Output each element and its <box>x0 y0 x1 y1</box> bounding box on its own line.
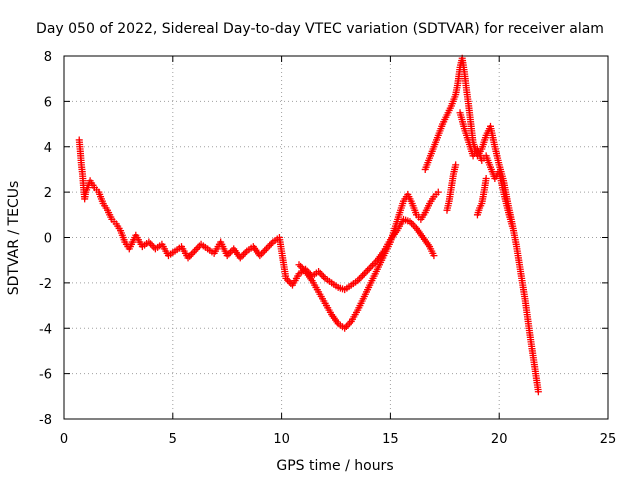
data-point <box>434 188 442 196</box>
data-point <box>452 161 460 169</box>
data-point <box>266 241 274 249</box>
series-track-6 <box>473 175 490 219</box>
y-tick-label: -4 <box>39 322 52 337</box>
x-tick-label: 20 <box>491 432 508 447</box>
y-tick-label: 6 <box>44 95 52 110</box>
data-point <box>360 270 368 278</box>
y-tick-label: 0 <box>44 232 52 247</box>
y-axis-label: SDTVAR / TECUs <box>6 181 22 296</box>
data-point <box>355 275 363 283</box>
data-point <box>508 222 516 230</box>
y-tick-label: 4 <box>44 141 52 156</box>
data-point <box>192 245 200 253</box>
data-point <box>189 249 197 257</box>
data-point <box>146 240 154 248</box>
data-point <box>362 268 370 276</box>
x-tick-label: 25 <box>600 432 617 447</box>
data-point <box>187 251 195 259</box>
x-tick-label: 0 <box>60 432 68 447</box>
series-track-5 <box>443 161 460 214</box>
x-tick-label: 10 <box>273 432 290 447</box>
data-point <box>261 247 269 255</box>
data-point <box>259 248 267 256</box>
data-point <box>267 240 275 248</box>
data-point <box>359 272 367 280</box>
data-point <box>368 261 376 269</box>
data-point <box>285 278 293 286</box>
series-track-2 <box>295 188 442 332</box>
data-point <box>367 263 375 271</box>
grid <box>64 56 608 419</box>
chart-title: Day 050 of 2022, Sidereal Day-to-day VTE… <box>36 21 604 37</box>
data-point <box>409 221 417 229</box>
y-tick-label: -2 <box>39 277 52 292</box>
data-point <box>262 245 270 253</box>
data-point <box>430 252 438 260</box>
data-point <box>482 175 490 183</box>
data-point <box>191 247 199 255</box>
data-point <box>264 243 272 251</box>
x-tick-label: 15 <box>382 432 399 447</box>
data-point <box>295 261 303 269</box>
data-point <box>342 323 350 331</box>
y-tick-label: -8 <box>39 413 52 428</box>
data-point <box>316 269 324 277</box>
series-track-4 <box>456 109 516 230</box>
series-track-1 <box>75 136 438 294</box>
data-point <box>365 265 373 273</box>
data-point <box>534 388 542 396</box>
y-tick-label: 8 <box>44 50 52 65</box>
data-point <box>240 251 248 259</box>
data-series <box>75 54 542 396</box>
x-axis-label: GPS time / hours <box>276 458 393 474</box>
y-tick-label: 2 <box>44 186 52 201</box>
data-point <box>357 273 365 281</box>
y-tick-label: -6 <box>39 368 52 383</box>
x-tick-label: 5 <box>169 432 177 447</box>
data-point <box>370 260 378 268</box>
data-point <box>364 266 372 274</box>
data-point <box>241 249 249 257</box>
data-point <box>319 273 327 281</box>
axis-ticks: 0 5 10 15 20 25 -8 -6 -4 -2 0 2 4 6 8 <box>39 50 616 447</box>
series-track-3 <box>421 54 542 396</box>
